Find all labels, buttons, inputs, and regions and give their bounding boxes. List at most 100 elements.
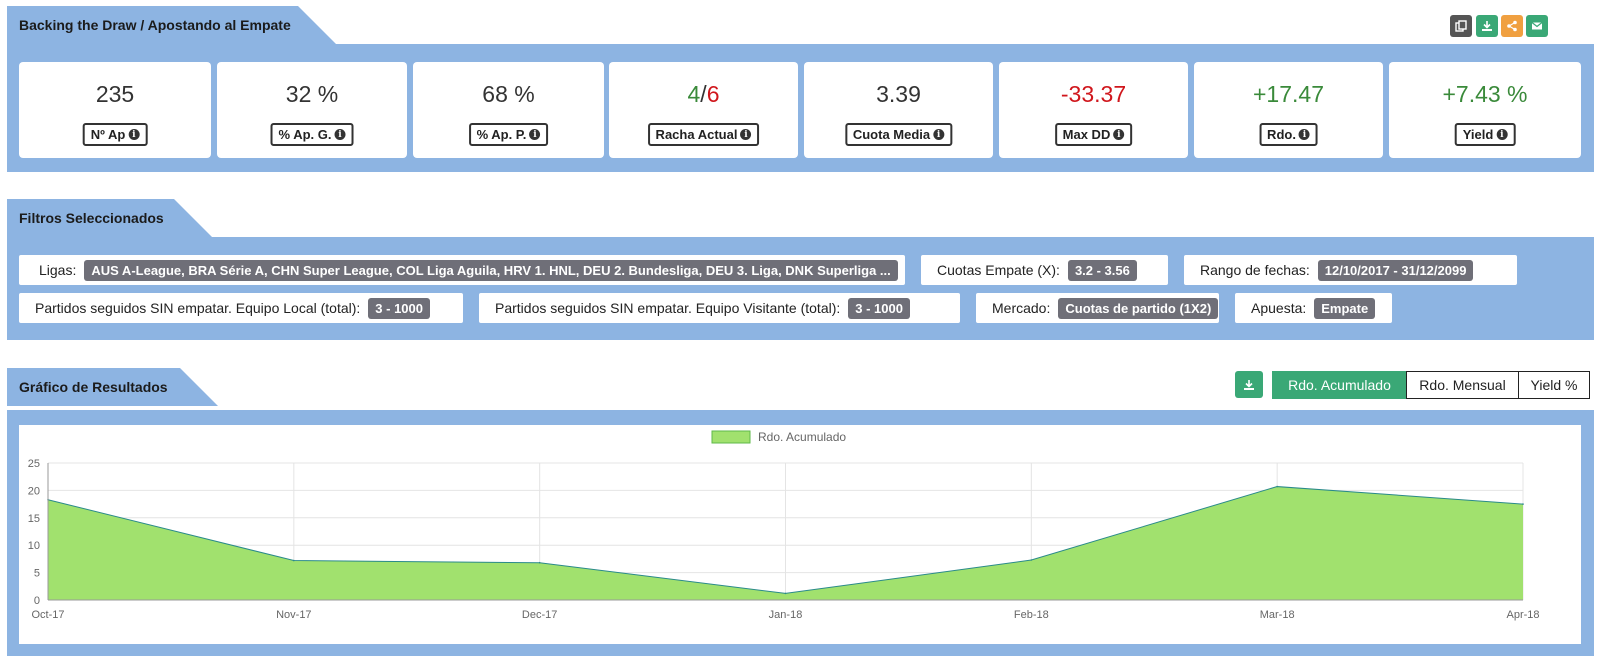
series-area — [48, 486, 1523, 600]
tab-rdo-mensual[interactable]: Rdo. Mensual — [1406, 371, 1519, 399]
filter-label: Partidos seguidos SIN empatar. Equipo Vi… — [495, 300, 841, 316]
filters-panel — [7, 237, 1594, 340]
y-tick-label: 5 — [34, 568, 40, 580]
x-tick-label: Jan-18 — [769, 609, 803, 621]
info-icon: i — [1113, 129, 1125, 140]
stat-value: 32 % — [285, 81, 339, 107]
stat-label-button[interactable]: Racha Actual i — [647, 123, 760, 146]
email-icon — [1531, 22, 1543, 30]
data-point — [293, 559, 295, 562]
stat-label-button[interactable]: % Ap. P. i — [468, 123, 549, 146]
tab-yield[interactable]: Yield % — [1518, 371, 1590, 399]
stat-label-text: Racha Actual — [655, 127, 738, 142]
stat-card-avg-odds: 3.39 Cuota Media i — [804, 62, 993, 158]
stat-label-button[interactable]: % Ap. G. i — [270, 123, 354, 146]
copy-icon — [1455, 20, 1467, 32]
stat-label-text: Nº Ap — [90, 127, 126, 142]
filter-value-badge: 12/10/2017 - 31/12/2099 — [1317, 259, 1474, 281]
results-title: Gráfico de Resultados — [19, 379, 168, 395]
data-point — [1276, 485, 1278, 488]
info-icon: i — [128, 129, 140, 140]
filter-draw-odds: Cuotas Empate (X): 3.2 - 3.56 — [921, 255, 1168, 285]
download-icon — [1482, 21, 1492, 31]
x-tick-label: Apr-18 — [1506, 609, 1539, 621]
stat-value: 235 — [95, 81, 135, 107]
stat-label-text: Rdo. — [1267, 127, 1296, 142]
stat-card-yield: +7.43 % Yield i — [1389, 62, 1581, 158]
streak-loss: 6 — [706, 81, 720, 107]
data-point — [1522, 503, 1524, 505]
filter-bet: Apuesta: Empate — [1235, 293, 1392, 323]
info-icon: i — [334, 129, 346, 140]
filter-leagues: Ligas: AUS A-League, BRA Série A, CHN Su… — [19, 255, 905, 285]
data-point — [1030, 559, 1033, 561]
tab-rdo-acumulado[interactable]: Rdo. Acumulado — [1272, 371, 1407, 399]
filter-date-range: Rango de fechas: 12/10/2017 - 31/12/2099 — [1184, 255, 1517, 285]
filter-away-no-draw: Partidos seguidos SIN empatar. Equipo Vi… — [479, 293, 960, 323]
info-icon: i — [529, 129, 541, 140]
share-icon — [1507, 20, 1517, 32]
streak-win: 4 — [687, 81, 701, 107]
stat-value: -33.37 — [1060, 81, 1127, 107]
stat-value: +7.43 % — [1442, 81, 1528, 107]
y-tick-label: 25 — [28, 458, 40, 470]
y-tick-label: 20 — [28, 485, 40, 497]
y-tick-label: 0 — [34, 595, 40, 607]
stat-label-button[interactable]: Rdo. i — [1259, 123, 1318, 146]
filter-label: Cuotas Empate (X): — [937, 262, 1060, 278]
filter-label: Rango de fechas: — [1200, 262, 1310, 278]
filter-value-badge: AUS A-League, BRA Série A, CHN Super Lea… — [84, 259, 898, 281]
data-point — [784, 592, 787, 595]
stat-label-text: % Ap. G. — [278, 127, 332, 142]
stat-label-button[interactable]: Cuota Media i — [844, 123, 953, 146]
info-icon: i — [1298, 129, 1310, 140]
copy-button[interactable] — [1450, 15, 1472, 37]
info-icon: i — [740, 129, 752, 140]
stat-card-num-bets: 235 Nº Ap i — [19, 62, 211, 158]
email-button[interactable] — [1526, 15, 1548, 37]
filter-label: Ligas: — [39, 262, 77, 278]
filter-value-badge: 3 - 1000 — [368, 297, 430, 319]
chart-download-button[interactable] — [1235, 371, 1263, 398]
filters-title: Filtros Seleccionados — [19, 210, 164, 226]
data-point — [538, 561, 541, 564]
y-tick-label: 10 — [28, 540, 40, 552]
filter-value-badge: Cuotas de partido (1X2) — [1058, 297, 1219, 319]
results-chart: 0 5 10 15 20 25 Oct-17 Nov-17 Dec-17 Jan-18 Feb-18… — [28, 430, 1540, 621]
stat-card-loss-pct: 68 % % Ap. P. i — [413, 62, 604, 158]
stat-label-button[interactable]: Nº Ap i — [82, 123, 148, 146]
stat-value: 68 % — [482, 81, 535, 107]
x-tick-label: Oct-17 — [31, 609, 64, 621]
stat-label-text: % Ap. P. — [476, 127, 527, 142]
info-icon: i — [933, 129, 945, 140]
filter-label: Partidos seguidos SIN empatar. Equipo Lo… — [35, 300, 361, 316]
filter-value-badge: 3 - 1000 — [848, 297, 910, 319]
filter-label: Apuesta: — [1251, 300, 1307, 316]
stat-card-streak: 4/6 Racha Actual i — [609, 62, 798, 158]
download-button[interactable] — [1476, 15, 1498, 37]
chart-container: 0 5 10 15 20 25 Oct-17 Nov-17 Dec-17 Jan-18 Feb-18… — [19, 425, 1581, 644]
page-title: Backing the Draw / Apostando al Empate — [19, 17, 291, 33]
stat-value: 4/6 — [609, 81, 798, 108]
stat-label-text: Max DD — [1062, 127, 1111, 142]
share-button[interactable] — [1501, 15, 1523, 37]
stat-label-button[interactable]: Max DD i — [1054, 123, 1133, 146]
stat-card-result: +17.47 Rdo. i — [1194, 62, 1383, 158]
x-tick-label: Nov-17 — [276, 609, 311, 621]
legend-swatch — [711, 430, 751, 444]
stat-card-win-pct: 32 % % Ap. G. i — [217, 62, 407, 158]
stat-value: 3.39 — [876, 81, 921, 107]
stat-label-text: Cuota Media — [852, 127, 931, 142]
download-icon — [1244, 379, 1254, 390]
filter-value-badge: 3.2 - 3.56 — [1067, 259, 1137, 281]
streak-separator: / — [700, 81, 707, 107]
info-icon: i — [1496, 129, 1508, 140]
stat-label-text: Yield — [1462, 127, 1494, 142]
stat-label-button[interactable]: Yield i — [1454, 123, 1516, 146]
filter-market: Mercado: Cuotas de partido (1X2) — [976, 293, 1219, 323]
stat-card-max-dd: -33.37 Max DD i — [999, 62, 1188, 158]
legend-label: Rdo. Acumulado — [758, 430, 846, 444]
filter-label: Mercado: — [992, 300, 1051, 316]
x-tick-label: Feb-18 — [1014, 609, 1049, 621]
y-tick-label: 15 — [28, 513, 40, 525]
